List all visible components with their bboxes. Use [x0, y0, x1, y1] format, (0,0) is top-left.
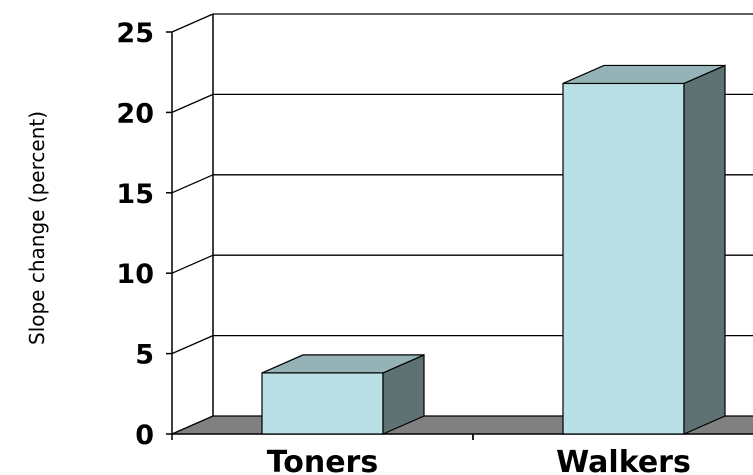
bar-walkers-side [683, 64, 726, 435]
bar-toners-front [261, 372, 384, 435]
y-tick-label: 15 [116, 179, 154, 210]
y-tick-label: 10 [116, 259, 154, 290]
bar-walkers-top [562, 64, 726, 85]
y-axis-label: Slope change (percent) [25, 111, 49, 345]
gridline-diagonal [171, 93, 214, 113]
gridline-diagonal [171, 254, 214, 274]
x-category-label: Toners [267, 445, 378, 475]
bar-toners-top [261, 354, 425, 374]
gridline-diagonal [171, 335, 214, 355]
y-tick-label: 0 [135, 420, 154, 451]
y-tick-label: 20 [116, 98, 154, 129]
y-tick-label: 5 [135, 340, 154, 371]
y-tick-label: 25 [116, 18, 154, 49]
gridline-diagonal [171, 415, 214, 435]
gridline-diagonal [171, 13, 214, 33]
gridline-diagonal [171, 174, 214, 194]
bar-walkers-front [562, 82, 685, 435]
x-category-label: Walkers [556, 445, 691, 475]
